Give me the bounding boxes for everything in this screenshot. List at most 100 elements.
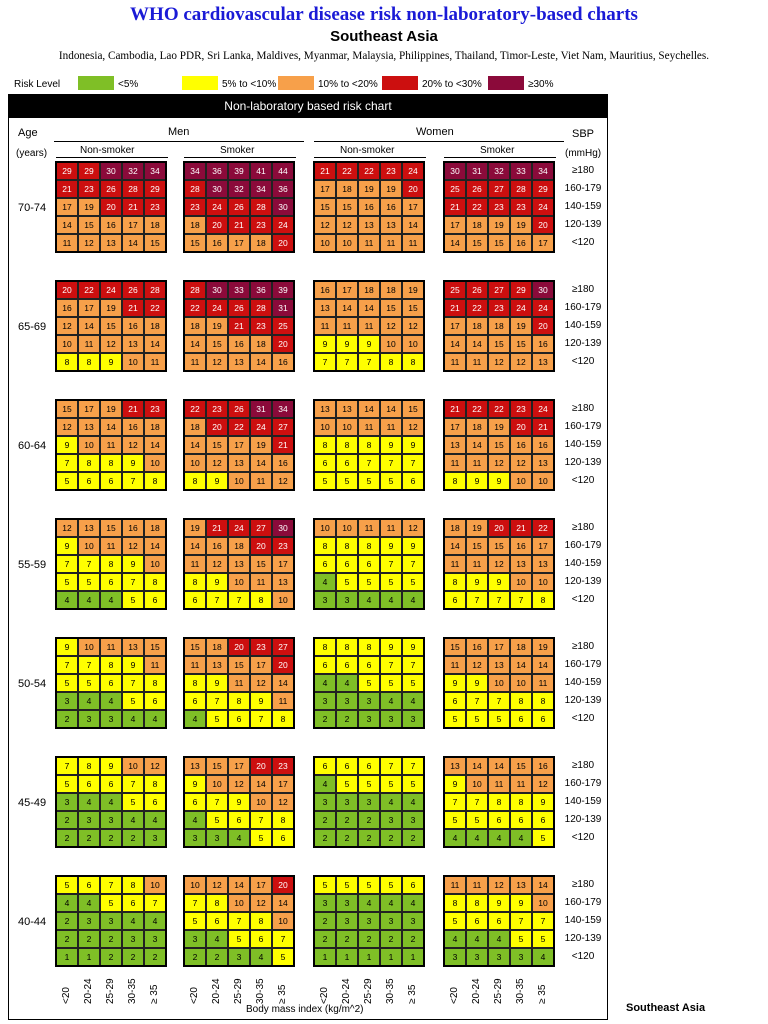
risk-cell-men-non-smoker-60-64: 11	[100, 436, 122, 454]
risk-cell-men-non-smoker-45-49: 2	[78, 829, 100, 847]
risk-cell-women-non-smoker-60-64: 8	[358, 436, 380, 454]
risk-cell-men-smoker-50-54: 12	[250, 674, 272, 692]
risk-cell-women-non-smoker-45-49: 2	[336, 811, 358, 829]
sbp-units: (mmHg)	[565, 148, 602, 159]
risk-cell-women-non-smoker-70-74: 21	[314, 162, 336, 180]
risk-cell-women-smoker-45-49: 5	[532, 829, 554, 847]
risk-cell-women-smoker-50-54: 11	[532, 674, 554, 692]
risk-cell-women-smoker-50-54: 11	[444, 656, 466, 674]
risk-cell-women-smoker-40-44: 10	[532, 894, 554, 912]
risk-cell-women-smoker-45-49: 4	[510, 829, 532, 847]
risk-cell-women-non-smoker-45-49: 5	[358, 775, 380, 793]
risk-cell-men-smoker-55-59: 18	[228, 537, 250, 555]
risk-cell-women-non-smoker-55-59: 4	[358, 591, 380, 609]
risk-cell-women-non-smoker-40-44: 1	[314, 948, 336, 966]
sbp-label: 120-139	[564, 695, 602, 706]
risk-cell-men-smoker-65-69: 16	[228, 335, 250, 353]
risk-cell-women-non-smoker-55-59: 5	[336, 573, 358, 591]
risk-cell-men-non-smoker-40-44: 1	[56, 948, 78, 966]
sbp-label: 160-179	[564, 778, 602, 789]
risk-cell-men-non-smoker-70-74: 11	[56, 234, 78, 252]
risk-cell-men-non-smoker-40-44: 3	[100, 912, 122, 930]
risk-cell-men-non-smoker-45-49: 4	[100, 793, 122, 811]
risk-cell-women-smoker-70-74: 31	[466, 162, 488, 180]
risk-cell-men-non-smoker-65-69: 8	[56, 353, 78, 371]
risk-cell-women-smoker-40-44: 11	[466, 876, 488, 894]
risk-cell-men-non-smoker-65-69: 16	[122, 317, 144, 335]
risk-cell-women-non-smoker-40-44: 1	[380, 948, 402, 966]
risk-cell-women-smoker-60-64: 8	[444, 472, 466, 490]
risk-cell-men-non-smoker-60-64: 9	[122, 454, 144, 472]
risk-cell-men-smoker-45-49: 4	[228, 829, 250, 847]
risk-cell-men-smoker-65-69: 21	[228, 317, 250, 335]
risk-cell-women-non-smoker-45-49: 4	[402, 793, 424, 811]
sbp-label: 140-159	[564, 796, 602, 807]
sbp-label: 120-139	[564, 457, 602, 468]
sbp-label: <120	[571, 475, 595, 486]
risk-cell-women-non-smoker-70-74: 20	[402, 180, 424, 198]
risk-cell-men-smoker-55-59: 20	[250, 537, 272, 555]
risk-cell-women-non-smoker-50-54: 4	[314, 674, 336, 692]
risk-cell-men-non-smoker-55-59: 15	[100, 519, 122, 537]
risk-cell-men-smoker-45-49: 7	[250, 811, 272, 829]
risk-cell-men-smoker-55-59: 13	[272, 573, 294, 591]
risk-cell-men-smoker-45-49: 13	[184, 757, 206, 775]
risk-cell-men-smoker-40-44: 7	[272, 930, 294, 948]
risk-cell-women-smoker-55-59: 8	[532, 591, 554, 609]
risk-cell-women-non-smoker-55-59: 4	[402, 591, 424, 609]
risk-cell-men-smoker-50-54: 8	[228, 692, 250, 710]
risk-cell-men-non-smoker-50-54: 5	[56, 674, 78, 692]
risk-cell-women-smoker-55-59: 20	[488, 519, 510, 537]
risk-cell-women-non-smoker-40-44: 2	[314, 930, 336, 948]
risk-cell-women-smoker-70-74: 26	[466, 180, 488, 198]
risk-cell-men-smoker-50-54: 8	[184, 674, 206, 692]
age-units: (years)	[16, 148, 48, 159]
risk-cell-men-smoker-45-49: 20	[250, 757, 272, 775]
bmi-tick-label: ≥ 35	[407, 984, 418, 1004]
risk-cell-women-smoker-45-49: 10	[466, 775, 488, 793]
risk-cell-women-non-smoker-60-64: 14	[358, 400, 380, 418]
risk-cell-women-smoker-40-44: 3	[488, 948, 510, 966]
risk-cell-women-non-smoker-45-49: 2	[380, 829, 402, 847]
risk-cell-women-non-smoker-55-59: 6	[336, 555, 358, 573]
risk-cell-women-smoker-50-54: 7	[488, 692, 510, 710]
risk-cell-women-smoker-50-54: 14	[510, 656, 532, 674]
risk-cell-women-smoker-40-44: 12	[488, 876, 510, 894]
risk-cell-women-smoker-65-69: 15	[488, 335, 510, 353]
risk-cell-men-non-smoker-55-59: 6	[100, 573, 122, 591]
risk-cell-women-non-smoker-70-74: 12	[336, 216, 358, 234]
risk-cell-women-non-smoker-60-64: 11	[380, 418, 402, 436]
risk-cell-women-non-smoker-45-49: 3	[402, 811, 424, 829]
risk-cell-women-non-smoker-60-64: 15	[402, 400, 424, 418]
risk-cell-men-non-smoker-70-74: 34	[144, 162, 166, 180]
risk-cell-men-non-smoker-70-74: 20	[100, 198, 122, 216]
risk-cell-women-smoker-50-54: 8	[532, 692, 554, 710]
risk-cell-women-smoker-70-74: 27	[488, 180, 510, 198]
risk-cell-women-non-smoker-50-54: 4	[336, 674, 358, 692]
risk-cell-women-smoker-50-54: 6	[510, 710, 532, 728]
risk-cell-men-non-smoker-60-64: 18	[144, 418, 166, 436]
risk-cell-men-smoker-60-64: 26	[228, 400, 250, 418]
women-smoker-header: Smoker	[480, 145, 515, 156]
risk-cell-men-smoker-45-49: 7	[206, 793, 228, 811]
risk-cell-women-non-smoker-60-64: 6	[314, 454, 336, 472]
risk-cell-men-non-smoker-50-54: 5	[122, 692, 144, 710]
risk-cell-women-smoker-65-69: 20	[532, 317, 554, 335]
risk-cell-men-non-smoker-55-59: 5	[78, 573, 100, 591]
risk-cell-women-smoker-50-54: 14	[532, 656, 554, 674]
sbp-label: <120	[571, 832, 595, 843]
risk-cell-women-non-smoker-65-69: 13	[314, 299, 336, 317]
risk-cell-men-non-smoker-70-74: 19	[78, 198, 100, 216]
risk-cell-men-smoker-55-59: 10	[272, 591, 294, 609]
risk-cell-women-non-smoker-45-49: 3	[336, 793, 358, 811]
risk-cell-women-non-smoker-45-49: 2	[358, 811, 380, 829]
risk-cell-women-non-smoker-55-59: 6	[314, 555, 336, 573]
risk-cell-women-smoker-40-44: 5	[532, 930, 554, 948]
risk-cell-men-smoker-55-59: 11	[184, 555, 206, 573]
risk-cell-women-smoker-55-59: 18	[444, 519, 466, 537]
risk-cell-women-smoker-55-59: 10	[532, 573, 554, 591]
risk-cell-men-non-smoker-55-59: 4	[78, 591, 100, 609]
risk-cell-men-non-smoker-40-44: 4	[78, 894, 100, 912]
risk-cell-women-smoker-55-59: 13	[510, 555, 532, 573]
men-smoker-divider	[184, 157, 296, 158]
